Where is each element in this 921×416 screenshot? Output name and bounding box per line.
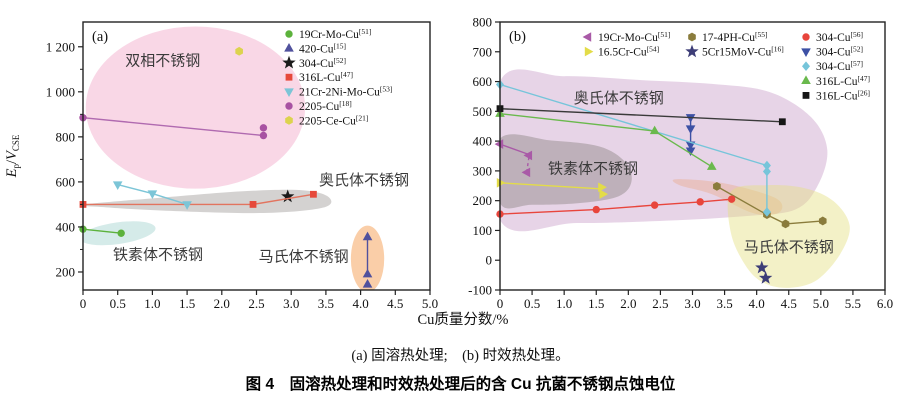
ph-martensitic-zone [672, 179, 783, 216]
zone-label: 双相不锈钢 [125, 52, 200, 69]
svg-text:600: 600 [473, 74, 493, 89]
svg-text:2205-Ce-Cu[21]: 2205-Ce-Cu[21] [299, 113, 368, 127]
series-420-cu-15 [362, 231, 373, 288]
series-304-cu-52 [685, 114, 696, 157]
svg-text:5Cr15MoV-Cu[16]: 5Cr15MoV-Cu[16] [702, 45, 784, 59]
svg-text:200: 200 [473, 193, 493, 208]
svg-text:1.0: 1.0 [556, 296, 572, 311]
svg-text:6.0: 6.0 [877, 296, 893, 311]
series-304-cu-56 [496, 195, 736, 218]
panel-letter-b: (b) [509, 29, 526, 45]
svg-text:0.5: 0.5 [110, 296, 126, 311]
svg-text:2.0: 2.0 [620, 296, 636, 311]
svg-text:0: 0 [497, 296, 504, 311]
y-axis-label: Ep/VCSE [4, 134, 21, 178]
svg-text:2.5: 2.5 [248, 296, 264, 311]
svg-text:3.5: 3.5 [318, 296, 334, 311]
svg-text:4.5: 4.5 [387, 296, 403, 311]
svg-text:2.0: 2.0 [214, 296, 230, 311]
martensitic-zone [727, 185, 850, 288]
svg-text:3.0: 3.0 [684, 296, 700, 311]
caption-title: 图 4 固溶热处理和时效热处理后的含 Cu 抗菌不锈钢点蚀电位 [245, 376, 676, 393]
svg-text:700: 700 [473, 44, 493, 59]
svg-text:3.0: 3.0 [283, 296, 299, 311]
svg-text:2.5: 2.5 [652, 296, 668, 311]
series-2205-cu-18 [79, 114, 268, 140]
svg-text:500: 500 [473, 104, 493, 119]
austenitic-zone [83, 189, 332, 214]
zone-label: 马氏体不锈钢 [259, 249, 349, 266]
svg-text:400: 400 [473, 134, 493, 149]
series-17-4ph-cu-55 [713, 181, 827, 229]
svg-text:0: 0 [80, 296, 87, 311]
svg-text:304-Cu[52]: 304-Cu[52] [299, 56, 346, 70]
svg-text:316L-Cu[47]: 316L-Cu[47] [816, 74, 870, 88]
panel-a-legend: 19Cr-Mo-Cu[51]420-Cu[15]304-Cu[52]316L-C… [282, 27, 392, 127]
zone-label: 马氏体不锈钢 [744, 239, 834, 256]
series-21cr-2ni-mo-cu-53 [112, 181, 192, 210]
zone-label: 奥氏体不锈钢 [574, 90, 664, 107]
zone-label: 奥氏体不锈钢 [319, 172, 409, 189]
svg-text:300: 300 [473, 163, 493, 178]
svg-text:4.0: 4.0 [352, 296, 368, 311]
svg-text:17-4PH-Cu[55]: 17-4PH-Cu[55] [702, 30, 768, 44]
svg-text:304-Cu[52]: 304-Cu[52] [816, 45, 863, 59]
svg-text:800: 800 [473, 15, 493, 30]
panel-b-axes: 0 0.5 1.0 1.5 2.0 2.5 3.0 3.5 4.0 4.5 5.0 5.5 6.0 -10… [468, 15, 893, 312]
duplex-zone [85, 26, 306, 189]
panel-a-regions [83, 26, 385, 290]
zone-label: 铁素体不锈钢 [113, 246, 203, 263]
svg-text:1 000: 1 000 [46, 84, 75, 99]
svg-text:304-Cu[57]: 304-Cu[57] [816, 59, 863, 73]
series-304-cu-52 [281, 189, 295, 203]
panel-letter-a: (a) [92, 29, 108, 45]
panel-b: 0 0.5 1.0 1.5 2.0 2.5 3.0 3.5 4.0 4.5 5.0 5.5 6.0 -10… [468, 15, 893, 312]
zone-label: 铁素体不锈钢 [548, 161, 638, 178]
svg-text:4.5: 4.5 [781, 296, 797, 311]
svg-text:316L-Cu[47]: 316L-Cu[47] [299, 70, 353, 84]
svg-text:400: 400 [56, 219, 76, 234]
panel-b-legend: 19Cr-Mo-Cu[51]16.5Cr-Cu[54] 17-4PH-Cu[55]… [582, 30, 870, 102]
dual-panel-scatter-chart: 0 0.5 1.0 1.5 2.0 2.5 3.0 3.5 4.0 4.5 5.0 200 400 600… [4, 15, 893, 329]
svg-text:-100: -100 [468, 283, 492, 298]
panel-a-axes: 0 0.5 1.0 1.5 2.0 2.5 3.0 3.5 4.0 4.5 5.0 200 400 600… [46, 39, 438, 311]
svg-text:5.0: 5.0 [422, 296, 438, 311]
series-19cr-mo-cu-51 [494, 139, 533, 178]
svg-text:19Cr-Mo-Cu[51]: 19Cr-Mo-Cu[51] [598, 30, 670, 44]
svg-text:304-Cu[56]: 304-Cu[56] [816, 30, 863, 44]
svg-text:100: 100 [473, 223, 493, 238]
svg-text:21Cr-2Ni-Mo-Cu[53]: 21Cr-2Ni-Mo-Cu[53] [299, 85, 392, 99]
svg-text:600: 600 [56, 174, 76, 189]
panel-a: 0 0.5 1.0 1.5 2.0 2.5 3.0 3.5 4.0 4.5 5.0 200 400 600… [4, 21, 438, 311]
svg-text:0: 0 [486, 253, 493, 268]
svg-text:1.5: 1.5 [588, 296, 604, 311]
x-axis-label: Cu质量分数/% [417, 311, 508, 328]
svg-text:1 200: 1 200 [46, 39, 75, 54]
svg-text:1.0: 1.0 [144, 296, 160, 311]
svg-text:420-Cu[15]: 420-Cu[15] [299, 41, 346, 55]
svg-text:5.0: 5.0 [813, 296, 829, 311]
svg-text:16.5Cr-Cu[54]: 16.5Cr-Cu[54] [598, 45, 659, 59]
svg-text:0.5: 0.5 [524, 296, 540, 311]
svg-text:800: 800 [56, 129, 76, 144]
series-2205-ce-cu-21 [235, 46, 243, 56]
svg-text:316L-Cu[26]: 316L-Cu[26] [816, 88, 870, 102]
series-16.5cr-cu-54 [496, 178, 609, 199]
caption-subtitle: (a) 固溶热处理; (b) 时效热处理。 [351, 348, 570, 364]
svg-text:200: 200 [56, 264, 76, 279]
svg-text:5.5: 5.5 [845, 296, 861, 311]
svg-text:3.5: 3.5 [716, 296, 732, 311]
series-5cr15mov-cu-16 [755, 260, 773, 284]
svg-text:19Cr-Mo-Cu[51]: 19Cr-Mo-Cu[51] [299, 27, 371, 41]
svg-text:4.0: 4.0 [749, 296, 765, 311]
svg-text:1.5: 1.5 [179, 296, 195, 311]
svg-text:2205-Cu[18]: 2205-Cu[18] [299, 99, 352, 113]
